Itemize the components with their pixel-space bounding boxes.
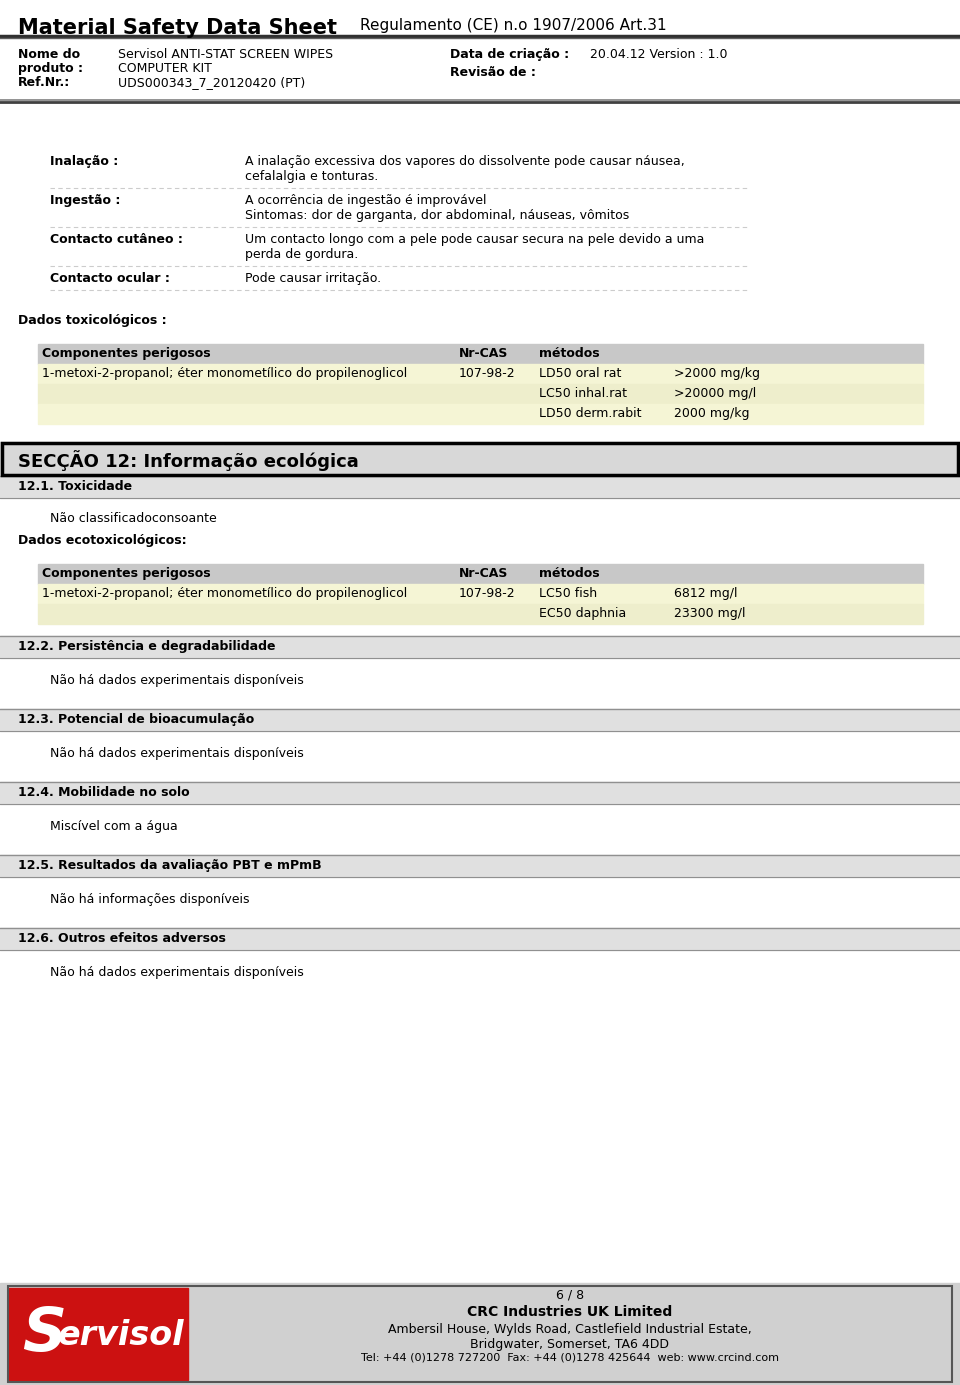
Text: Miscível com a água: Miscível com a água bbox=[50, 820, 178, 832]
Text: 6812 mg/l: 6812 mg/l bbox=[674, 587, 737, 600]
Text: 23300 mg/l: 23300 mg/l bbox=[674, 607, 746, 620]
Text: Ingestão :: Ingestão : bbox=[50, 194, 120, 206]
Bar bbox=[38, 584, 923, 604]
Text: Tel: +44 (0)1278 727200  Fax: +44 (0)1278 425644  web: www.crcind.com: Tel: +44 (0)1278 727200 Fax: +44 (0)1278… bbox=[361, 1353, 779, 1363]
Text: 12.5. Resultados da avaliação PBT e mPmB: 12.5. Resultados da avaliação PBT e mPmB bbox=[18, 859, 322, 873]
Text: Não classificadoconsoante: Não classificadoconsoante bbox=[50, 512, 217, 525]
Text: Nome do: Nome do bbox=[18, 48, 80, 61]
Text: Ref.Nr.:: Ref.Nr.: bbox=[18, 76, 70, 89]
Bar bbox=[0, 1283, 960, 1385]
Text: Material Safety Data Sheet: Material Safety Data Sheet bbox=[18, 18, 337, 37]
Text: Regulamento (CE) n.o 1907/2006 Art.31: Regulamento (CE) n.o 1907/2006 Art.31 bbox=[360, 18, 666, 33]
Text: Componentes perigosos: Componentes perigosos bbox=[42, 348, 210, 360]
Text: 12.3. Potencial de bioacumulação: 12.3. Potencial de bioacumulação bbox=[18, 713, 254, 726]
Text: produto :: produto : bbox=[18, 62, 83, 75]
Bar bbox=[0, 476, 960, 499]
Text: COMPUTER KIT: COMPUTER KIT bbox=[118, 62, 212, 75]
Text: cefalalgia e tonturas.: cefalalgia e tonturas. bbox=[245, 170, 378, 183]
Text: 12.4. Mobilidade no solo: 12.4. Mobilidade no solo bbox=[18, 787, 190, 799]
Text: 1-metoxi-2-propanol; éter monometílico do propilenoglicol: 1-metoxi-2-propanol; éter monometílico d… bbox=[42, 367, 407, 379]
Text: Data de criação :: Data de criação : bbox=[450, 48, 569, 61]
Text: perda de gordura.: perda de gordura. bbox=[245, 248, 358, 260]
Text: 107-98-2: 107-98-2 bbox=[459, 587, 516, 600]
Text: métodos: métodos bbox=[539, 348, 600, 360]
Text: Contacto cutâneo :: Contacto cutâneo : bbox=[50, 233, 182, 247]
Text: S: S bbox=[22, 1305, 66, 1364]
Text: Servisol ANTI-STAT SCREEN WIPES: Servisol ANTI-STAT SCREEN WIPES bbox=[118, 48, 333, 61]
Bar bbox=[8, 1288, 188, 1379]
Text: EC50 daphnia: EC50 daphnia bbox=[539, 607, 626, 620]
Bar bbox=[38, 343, 923, 364]
Bar bbox=[38, 384, 923, 404]
Text: Não há dados experimentais disponíveis: Não há dados experimentais disponíveis bbox=[50, 747, 303, 760]
Text: LD50 oral rat: LD50 oral rat bbox=[539, 367, 621, 379]
Text: Não há dados experimentais disponíveis: Não há dados experimentais disponíveis bbox=[50, 674, 303, 687]
Bar bbox=[38, 604, 923, 625]
Text: 1-metoxi-2-propanol; éter monometílico do propilenoglicol: 1-metoxi-2-propanol; éter monometílico d… bbox=[42, 587, 407, 600]
Bar bbox=[0, 855, 960, 877]
Text: Nr-CAS: Nr-CAS bbox=[459, 566, 509, 580]
Text: 107-98-2: 107-98-2 bbox=[459, 367, 516, 379]
Text: >2000 mg/kg: >2000 mg/kg bbox=[674, 367, 760, 379]
Bar bbox=[2, 443, 958, 475]
Text: LD50 derm.rabit: LD50 derm.rabit bbox=[539, 407, 641, 420]
Text: Revisão de :: Revisão de : bbox=[450, 66, 536, 79]
Text: 12.1. Toxicidade: 12.1. Toxicidade bbox=[18, 481, 132, 493]
Text: Não há dados experimentais disponíveis: Não há dados experimentais disponíveis bbox=[50, 965, 303, 979]
Text: ervisol: ervisol bbox=[58, 1319, 184, 1352]
Bar bbox=[0, 928, 960, 950]
Text: UDS000343_7_20120420 (PT): UDS000343_7_20120420 (PT) bbox=[118, 76, 305, 89]
Text: Componentes perigosos: Componentes perigosos bbox=[42, 566, 210, 580]
Text: 6 / 8: 6 / 8 bbox=[556, 1289, 584, 1302]
Text: LC50 fish: LC50 fish bbox=[539, 587, 597, 600]
Bar bbox=[0, 636, 960, 658]
Text: Nr-CAS: Nr-CAS bbox=[459, 348, 509, 360]
Text: Sintomas: dor de garganta, dor abdominal, náuseas, vômitos: Sintomas: dor de garganta, dor abdominal… bbox=[245, 209, 629, 222]
Text: A inalação excessiva dos vapores do dissolvente pode causar náusea,: A inalação excessiva dos vapores do diss… bbox=[245, 155, 684, 168]
Bar bbox=[8, 1287, 952, 1382]
Text: >20000 mg/l: >20000 mg/l bbox=[674, 386, 756, 400]
Text: Bridgwater, Somerset, TA6 4DD: Bridgwater, Somerset, TA6 4DD bbox=[470, 1338, 669, 1350]
Bar bbox=[0, 709, 960, 731]
Bar bbox=[38, 564, 923, 584]
Bar bbox=[38, 404, 923, 424]
Text: 12.2. Persistência e degradabilidade: 12.2. Persistência e degradabilidade bbox=[18, 640, 276, 652]
Text: LC50 inhal.rat: LC50 inhal.rat bbox=[539, 386, 627, 400]
Bar bbox=[38, 364, 923, 384]
Text: SECÇÃO 12: Informação ecológica: SECÇÃO 12: Informação ecológica bbox=[18, 450, 359, 471]
Text: Ambersil House, Wylds Road, Castlefield Industrial Estate,: Ambersil House, Wylds Road, Castlefield … bbox=[388, 1323, 752, 1337]
Text: Pode causar irritação.: Pode causar irritação. bbox=[245, 271, 381, 285]
Text: Dados ecotoxicológicos:: Dados ecotoxicológicos: bbox=[18, 535, 186, 547]
Text: A ocorrência de ingestão é improvável: A ocorrência de ingestão é improvável bbox=[245, 194, 487, 206]
Text: Inalação :: Inalação : bbox=[50, 155, 118, 168]
Bar bbox=[0, 442, 960, 476]
Text: Contacto ocular :: Contacto ocular : bbox=[50, 271, 170, 285]
Text: Não há informações disponíveis: Não há informações disponíveis bbox=[50, 893, 250, 906]
Text: métodos: métodos bbox=[539, 566, 600, 580]
Bar bbox=[0, 783, 960, 805]
Text: Dados toxicológicos :: Dados toxicológicos : bbox=[18, 314, 167, 327]
Text: 12.6. Outros efeitos adversos: 12.6. Outros efeitos adversos bbox=[18, 932, 226, 945]
Text: 2000 mg/kg: 2000 mg/kg bbox=[674, 407, 750, 420]
Text: 20.04.12 Version : 1.0: 20.04.12 Version : 1.0 bbox=[590, 48, 728, 61]
Text: CRC Industries UK Limited: CRC Industries UK Limited bbox=[468, 1305, 673, 1319]
Text: Um contacto longo com a pele pode causar secura na pele devido a uma: Um contacto longo com a pele pode causar… bbox=[245, 233, 705, 247]
